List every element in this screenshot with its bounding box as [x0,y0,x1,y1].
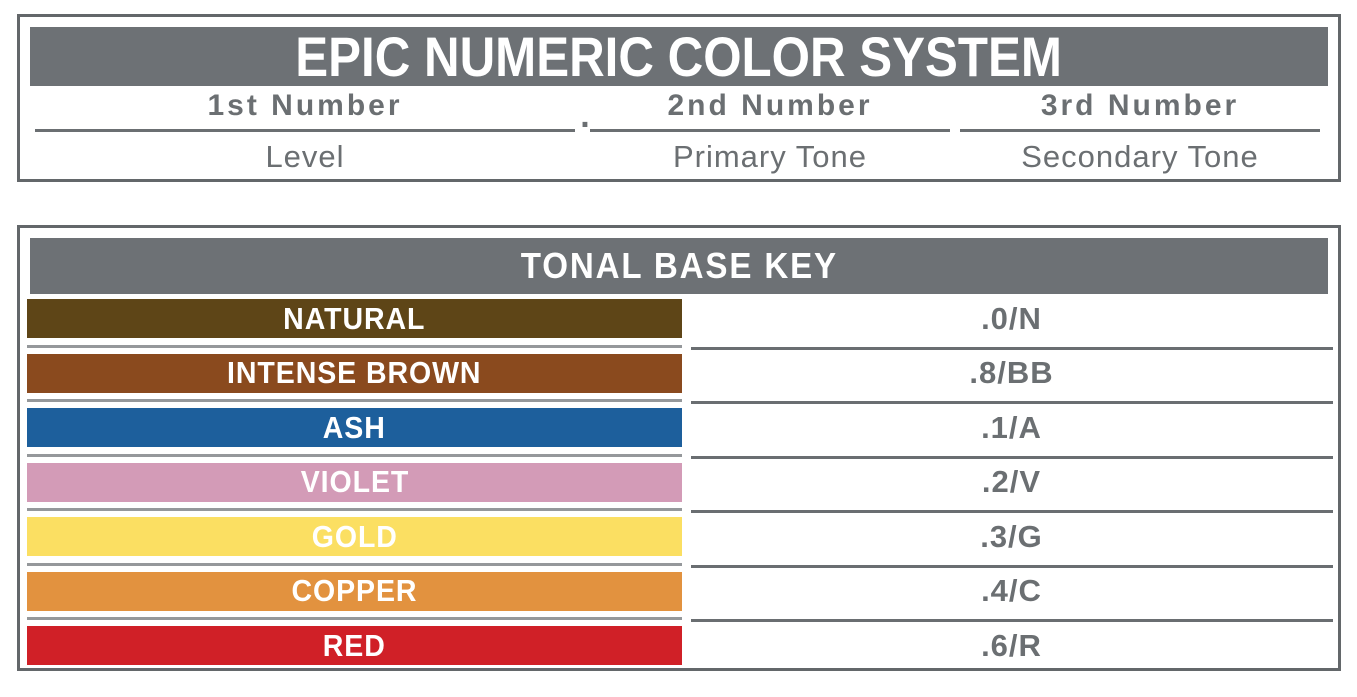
decimal-separator: . [580,97,590,135]
color-swatch-copper: COPPER [27,571,682,611]
column-third-number: 3rd Number Secondary Tone [960,89,1320,175]
tonal-row-red: RED .6/R [27,626,1331,681]
tone-code: .1/A [981,409,1042,445]
swatch-label: INTENSE BROWN [227,355,482,390]
column-label-primary-tone: Primary Tone [672,139,868,174]
swatch-label: ASH [323,409,386,445]
tonal-row-gold: GOLD .3/G [27,517,1333,572]
column-heading-first: 1st Number [35,89,575,132]
tone-code: .0/N [981,300,1042,336]
tone-code: .6/R [981,627,1042,663]
column-label-secondary-tone: Secondary Tone [1021,139,1259,174]
key-title: TONAL BASE KEY [520,245,838,286]
color-swatch-ash: ASH [27,408,682,447]
column-second-number: 2nd Number Primary Tone [590,89,950,175]
color-swatch-intense-brown: INTENSE BROWN [27,353,682,393]
panel-title: EPIC NUMERIC COLOR SYSTEM [295,27,1063,86]
tonal-base-key-panel: TONAL BASE KEY NATURAL .0/N INTENSE BROW… [17,225,1341,671]
tone-code: .3/G [980,518,1043,554]
tonal-row-copper: COPPER .4/C [27,571,1333,627]
swatch-label: GOLD [311,518,398,554]
column-heading-second: 2nd Number [590,89,950,132]
numeric-color-system-panel: EPIC NUMERIC COLOR SYSTEM 1st Number Lev… [17,14,1341,182]
swatch-label: RED [323,627,386,663]
swatch-label: COPPER [291,573,418,608]
column-label-level: Level [265,139,345,174]
color-swatch-red: RED [27,626,682,665]
color-swatch-natural: NATURAL [27,299,682,338]
tonal-rows: NATURAL .0/N INTENSE BROWN .8/BB ASH .1/… [27,299,1333,681]
color-swatch-gold: GOLD [27,517,682,556]
column-heading-third: 3rd Number [960,89,1320,132]
column-first-number: 1st Number Level [35,89,575,175]
tone-code: .8/BB [969,355,1054,390]
panel-title-bar: EPIC NUMERIC COLOR SYSTEM [30,27,1328,86]
tonal-row-violet: VIOLET .2/V [27,462,1333,518]
tonal-row-ash: ASH .1/A [27,408,1333,463]
color-swatch-violet: VIOLET [27,462,682,502]
tone-code: .2/V [981,464,1042,499]
swatch-label: VIOLET [300,464,409,499]
tone-code: .4/C [981,573,1042,608]
key-title-bar: TONAL BASE KEY [30,238,1328,294]
swatch-label: NATURAL [283,300,426,336]
tonal-row-natural: NATURAL .0/N [27,299,1333,354]
tonal-row-intense-brown: INTENSE BROWN .8/BB [27,353,1333,409]
